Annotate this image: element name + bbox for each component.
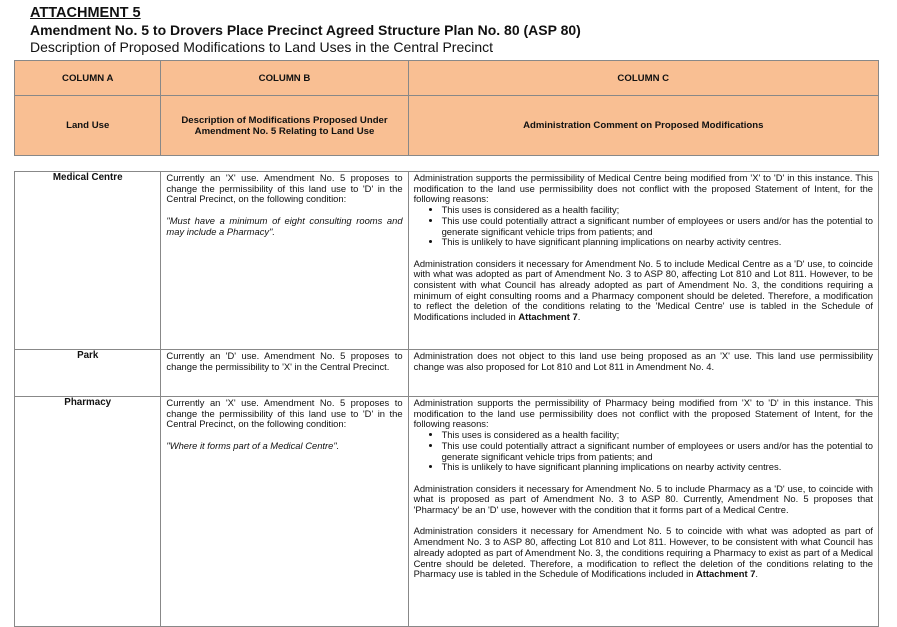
comment-paragraph: Administration considers it necessary fo… [413, 482, 873, 516]
comment-cell: Administration does not object to this l… [407, 349, 880, 397]
condition-text: "Must have a minimum of eight consulting… [166, 214, 403, 237]
description-cell: Currently an 'X' use. Amendment No. 5 pr… [160, 171, 409, 350]
column-a-header: COLUMN A [13, 60, 162, 96]
description-header: Description of Modifications Proposed Un… [160, 95, 409, 156]
reasons-list: This uses is considered as a health faci… [414, 429, 873, 473]
table-row: Park Currently an 'D' use. Amendment No.… [13, 349, 880, 397]
comment-intro: Administration supports the permissibili… [413, 397, 873, 430]
land-use-cell: Medical Centre [13, 171, 162, 350]
attachment-reference: Attachment 7 [696, 568, 756, 580]
land-use-header: Land Use [13, 95, 162, 156]
description-text: Currently an 'X' use. Amendment No. 5 pr… [166, 397, 403, 430]
land-use-cell: Pharmacy [13, 396, 162, 627]
description-cell: Currently an 'D' use. Amendment No. 5 pr… [160, 349, 409, 397]
document-subtitle: Description of Proposed Modifications to… [30, 39, 494, 55]
table-row: Pharmacy Currently an 'X' use. Amendment… [13, 396, 880, 627]
comment-intro: Administration supports the permissibili… [413, 172, 873, 205]
column-c-header: COLUMN C [407, 60, 880, 96]
reasons-list: This uses is considered as a health faci… [414, 204, 873, 248]
table-header: COLUMN A COLUMN B COLUMN C Land Use Desc… [13, 60, 880, 156]
document-header: ATTACHMENT 5 Amendment No. 5 to Drovers … [30, 5, 581, 56]
column-b-header: COLUMN B [160, 60, 409, 96]
comment-header: Administration Comment on Proposed Modif… [407, 95, 880, 156]
description-text: Currently an 'X' use. Amendment No. 5 pr… [166, 172, 403, 205]
document-title: Amendment No. 5 to Drovers Place Precinc… [30, 22, 581, 38]
list-item: This use could potentially attract a sig… [442, 440, 873, 462]
condition-text: "Where it forms part of a Medical Centre… [166, 439, 340, 451]
attachment-label: ATTACHMENT 5 [30, 5, 141, 21]
comment-cell: Administration supports the permissibili… [407, 171, 880, 350]
comment-cell: Administration supports the permissibili… [407, 396, 880, 627]
list-item: This uses is considered as a health faci… [442, 204, 873, 216]
list-item: This use could potentially attract a sig… [442, 215, 873, 237]
list-item: This is unlikely to have significant pla… [442, 237, 873, 248]
list-item: This uses is considered as a health faci… [442, 429, 873, 441]
comment-paragraph: Administration considers it necessary fo… [413, 257, 873, 323]
list-item: This is unlikely to have significant pla… [442, 462, 873, 473]
description-cell: Currently an 'X' use. Amendment No. 5 pr… [160, 396, 409, 627]
attachment-reference: Attachment 7 [518, 311, 578, 323]
land-use-cell: Park [13, 349, 162, 397]
modifications-table: Medical Centre Currently an 'X' use. Ame… [13, 171, 880, 627]
comment-paragraph: Administration considers it necessary fo… [413, 525, 873, 580]
table-row: Medical Centre Currently an 'X' use. Ame… [13, 171, 880, 350]
